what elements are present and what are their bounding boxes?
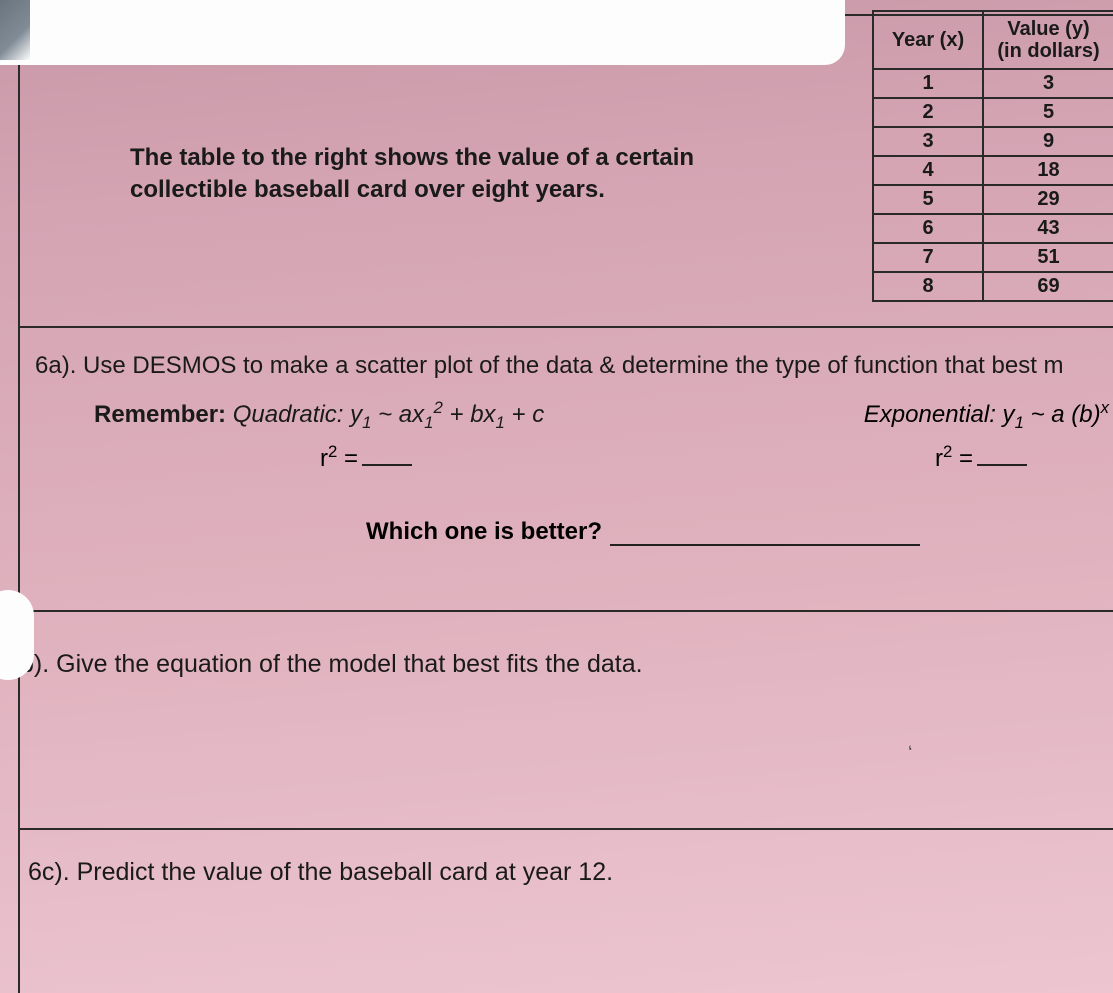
cell: 1 [873,69,983,98]
q6a-prompt: 6a). Use DESMOS to make a scatter plot o… [35,352,1064,380]
cell: 43 [983,214,1113,243]
section-6c: 6c). Predict the value of the baseball c… [20,830,1113,990]
r2-quadratic: r2 = [320,442,412,473]
cell: 5 [983,98,1113,127]
cell: 9 [983,127,1113,156]
cell: 29 [983,185,1113,214]
table-row: 529 [873,185,1113,214]
which-better: Which one is better? [366,518,920,546]
blank-which-better [610,544,920,546]
col-header-value-l2: (in dollars) [997,40,1099,62]
worksheet-paper: The table to the right shows the value o… [0,0,1113,993]
intro-line2: collectible baseball card over eight yea… [130,176,605,203]
col-header-value-l1: Value (y) [1007,18,1089,40]
quadratic-formula: Quadratic: y1 ~ ax12 + bx1 + c [233,401,545,428]
table-row: 643 [873,214,1113,243]
intro-line1: The table to the right shows the value o… [130,144,694,171]
cell: 3 [983,69,1113,98]
intro-text: The table to the right shows the value o… [130,142,694,207]
photo-edge-shadow [0,0,30,60]
section-6a: 6a). Use DESMOS to make a scatter plot o… [20,328,1113,612]
cell: 51 [983,243,1113,272]
table-header-row: Year (x) Value (y) (in dollars) [873,11,1113,69]
q6b-prompt: b). Give the equation of the model that … [20,650,643,679]
table-row: 13 [873,69,1113,98]
cell: 4 [873,156,983,185]
whiteout-cover [0,0,845,65]
data-table: Year (x) Value (y) (in dollars) 13 25 39… [872,10,1113,302]
exponential-formula: Exponential: y1 ~ a (b)x [864,398,1109,433]
whiteout-thumb [0,590,34,680]
cell: 3 [873,127,983,156]
table-row: 751 [873,243,1113,272]
which-label: Which one is better? [366,518,602,545]
q6a-remember: Remember: Quadratic: y1 ~ ax12 + bx1 + c [94,398,544,433]
problem-frame: The table to the right shows the value o… [18,14,1113,993]
section-6b: b). Give the equation of the model that … [20,612,1113,830]
cell: 8 [873,272,983,301]
blank-r2-exponential [977,464,1027,466]
r2-label: r2 = [320,445,358,472]
table-row: 869 [873,272,1113,301]
cell: 5 [873,185,983,214]
r2-exponential: r2 = [935,442,1027,473]
cell: 18 [983,156,1113,185]
table-row: 39 [873,127,1113,156]
col-header-year: Year (x) [873,11,983,69]
cell: 7 [873,243,983,272]
remember-label: Remember: [94,401,226,428]
table-row: 418 [873,156,1113,185]
cell: 6 [873,214,983,243]
cell: 2 [873,98,983,127]
table-body: 13 25 39 418 529 643 751 869 [873,69,1113,301]
r2-label: r2 = [935,445,973,472]
table-row: 25 [873,98,1113,127]
blank-r2-quadratic [362,464,412,466]
col-header-value: Value (y) (in dollars) [983,11,1113,69]
q6c-prompt: 6c). Predict the value of the baseball c… [28,858,613,887]
cell: 69 [983,272,1113,301]
